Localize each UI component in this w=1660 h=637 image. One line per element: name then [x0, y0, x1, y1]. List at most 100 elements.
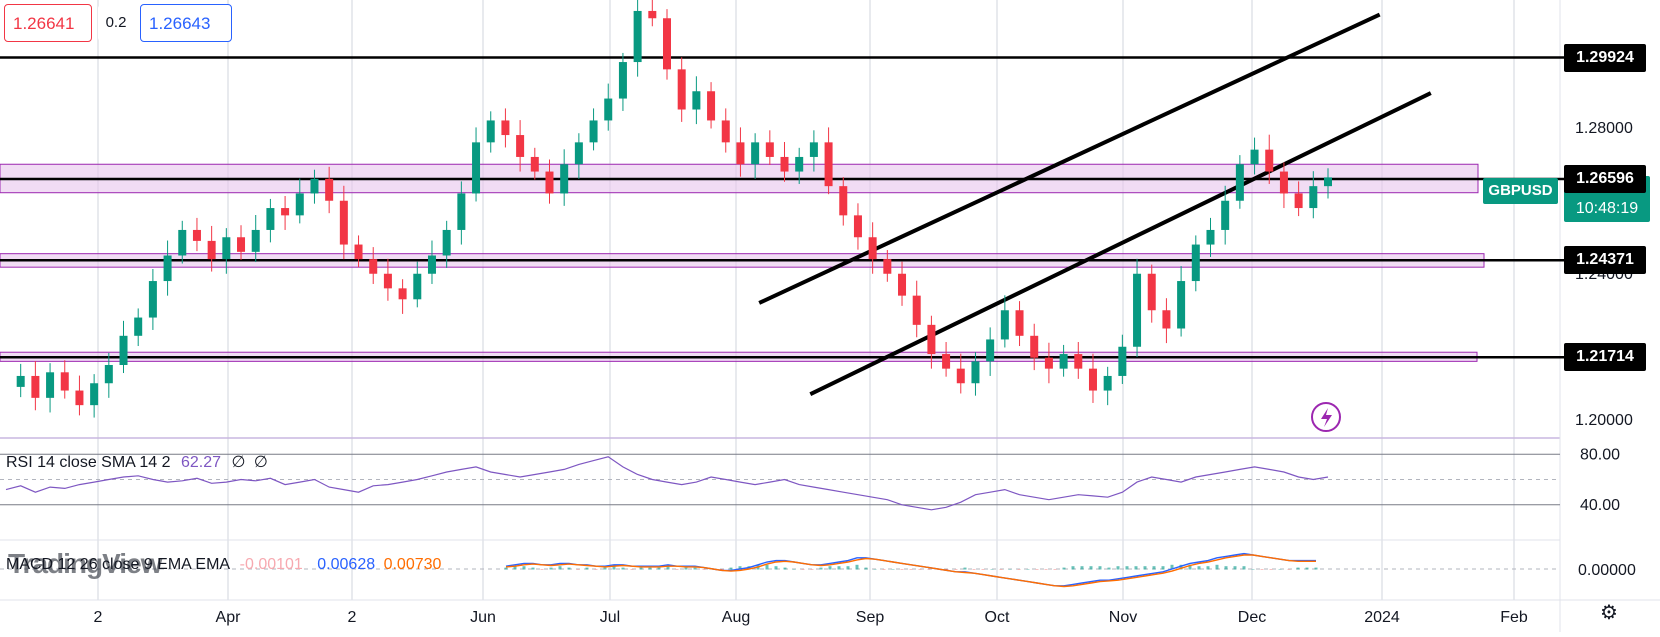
lightning-icon — [1311, 402, 1341, 432]
candle-body-1 — [16, 375, 25, 387]
candle-body-63 — [927, 324, 936, 355]
candle-body-14 — [207, 240, 216, 260]
macd-hist-bar-18 — [666, 566, 670, 570]
macd-hist-bar-6 — [558, 566, 562, 570]
macd-hist-bar-55 — [999, 569, 1003, 570]
macd-hist-bar-38 — [846, 566, 850, 570]
candle-body-48 — [707, 91, 716, 121]
candle-body-74 — [1088, 368, 1097, 391]
rsi-axis-label-1: 40.00 — [1580, 497, 1620, 514]
signal-value: 0.00730 — [383, 556, 442, 573]
macd-hist-bar-17 — [657, 567, 661, 570]
candle-body-62 — [912, 295, 921, 325]
candle-body-16 — [237, 237, 246, 252]
tradingview-watermark: TradingView — [8, 548, 162, 579]
time-axis-label-11: Feb — [1500, 609, 1528, 626]
macd-hist-bar-30 — [774, 566, 778, 570]
candle-body-10 — [148, 281, 157, 318]
spread-value: 0.2 — [98, 4, 134, 42]
time-axis-label-10: 2024 — [1364, 609, 1400, 626]
time-axis-label-1: Apr — [216, 609, 242, 626]
candle-body-61 — [898, 273, 907, 296]
time-axis-label-3: Jun — [470, 609, 496, 626]
macd-hist-bar-58 — [1026, 569, 1030, 570]
macd-hist-bar-69 — [1125, 566, 1129, 570]
macd-hist-bar-82 — [1242, 566, 1246, 570]
candle-body-45 — [663, 18, 671, 70]
candle-body-40 — [589, 120, 598, 143]
rsi-extra-1: ∅ — [231, 454, 246, 471]
candle-body-78 — [1147, 273, 1156, 311]
macd-hist-bar-78 — [1206, 566, 1210, 570]
macd-hist-bar-22 — [702, 569, 706, 570]
macd-hist-bar-66 — [1098, 566, 1102, 570]
candle-body-84 — [1235, 164, 1244, 201]
macd-hist-bar-51 — [963, 567, 967, 570]
macd-value: 0.00628 — [317, 556, 376, 573]
level-price-tag-3[interactable]: 1.21714 — [1564, 343, 1646, 372]
candle-body-31 — [457, 193, 466, 230]
candle-body-23 — [339, 200, 348, 245]
macd-hist-bar-44 — [900, 569, 904, 570]
macd-hist-bar-46 — [918, 569, 922, 570]
candle-body-36 — [530, 156, 539, 172]
macd-hist-bar-33 — [801, 569, 805, 570]
candle-body-18 — [266, 208, 275, 230]
macd-hist-bar-85 — [1269, 569, 1273, 570]
macd-hist-bar-10 — [594, 569, 598, 570]
macd-hist-bar-64 — [1080, 566, 1084, 570]
candle-body-71 — [1044, 357, 1053, 369]
candle-body-26 — [383, 273, 392, 289]
macd-hist-bar-54 — [990, 569, 994, 570]
candle-body-86 — [1265, 149, 1274, 172]
macd-legend[interactable]: MACD 12 26 close 9 EMA EMA -0.00101 0.00… — [6, 556, 441, 574]
level-price-tag-2[interactable]: 1.24371 — [1564, 246, 1646, 275]
time-axis-label-4: Jul — [600, 609, 620, 626]
candle-body-49 — [721, 120, 730, 143]
candle-body-55 — [809, 142, 818, 157]
macd-hist-bar-49 — [945, 569, 949, 570]
candle-body-64 — [942, 354, 951, 369]
macd-hist-bar-81 — [1233, 566, 1237, 570]
candle-body-37 — [545, 171, 554, 194]
level-price-tag-0[interactable]: 1.29924 — [1564, 43, 1646, 72]
candle-body-80 — [1177, 281, 1186, 329]
macd-hist-bar-40 — [864, 567, 868, 570]
time-axis-label-9: Dec — [1238, 609, 1266, 626]
rsi-line — [5, 456, 1329, 511]
macd-hist-bar-9 — [585, 567, 589, 570]
candle-body-9 — [134, 317, 143, 336]
channel-lower-line — [809, 91, 1432, 396]
macd-hist-bar-41 — [873, 569, 877, 570]
candle-body-57 — [839, 186, 848, 216]
macd-hist-bar-84 — [1260, 569, 1264, 570]
candle-body-53 — [780, 156, 789, 172]
macd-axis-label: 0.00000 — [1578, 562, 1636, 579]
settings-gear-icon[interactable]: ⚙ — [1600, 602, 1618, 624]
candle-body-38 — [560, 164, 569, 194]
candle-body-19 — [281, 208, 290, 216]
macd-hist-bar-15 — [639, 567, 643, 570]
candle-body-69 — [1015, 310, 1024, 336]
candle-body-77 — [1133, 273, 1142, 347]
candle-body-76 — [1118, 346, 1127, 376]
macd-hist-bar-24 — [720, 569, 724, 570]
macd-hist-bar-71 — [1143, 566, 1147, 570]
level-price-tag-1[interactable]: 1.26596 — [1564, 164, 1646, 193]
bid-price-box[interactable]: 1.26641 — [4, 4, 92, 42]
candle-body-3 — [46, 372, 55, 398]
candle-body-33 — [486, 120, 495, 143]
candle-body-43 — [633, 10, 642, 63]
macd-hist-bar-63 — [1071, 566, 1075, 570]
candle-body-27 — [398, 288, 407, 300]
candle-body-73 — [1074, 354, 1083, 369]
macd-hist-bar-52 — [972, 569, 976, 570]
candle-body-89 — [1309, 186, 1318, 209]
macd-hist-bar-59 — [1035, 569, 1039, 570]
ask-price-box[interactable]: 1.26643 — [140, 4, 232, 42]
macd-hist-bar-29 — [765, 564, 769, 570]
candle-body-5 — [75, 390, 84, 406]
rsi-legend[interactable]: RSI 14 close SMA 14 2 62.27 ∅ ∅ — [6, 452, 268, 472]
candle-body-17 — [251, 229, 260, 252]
